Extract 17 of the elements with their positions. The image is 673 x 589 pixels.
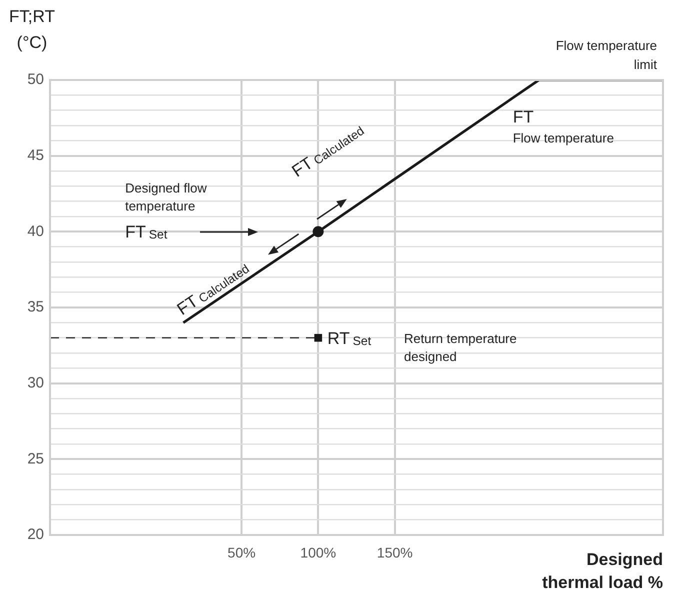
y-tick-label: 30 [27, 374, 44, 392]
x-tick-label: 150% [376, 544, 413, 560]
text: Flow temperature limit [556, 38, 658, 72]
annotation: Return temperature designed [404, 330, 517, 364]
y-tick-label: 20 [27, 526, 44, 544]
x-tick-label: 50% [228, 544, 256, 560]
y-tick-label: 45 [27, 146, 44, 164]
annotation: FT [512, 107, 534, 126]
y-tick-label: 40 [27, 222, 44, 240]
annotation: Designed flow temperature [125, 180, 208, 214]
x-tick-label: 100% [300, 544, 336, 560]
y-tick-label: 35 [27, 298, 44, 316]
y-axis-title: FT;RT (°C) [9, 7, 55, 52]
y-tick-label: 50 [27, 71, 44, 88]
y-tick-label: 25 [27, 450, 44, 468]
annotation: Flow temperature [512, 130, 614, 146]
x-axis-title: Designed thermal load % [542, 550, 664, 589]
